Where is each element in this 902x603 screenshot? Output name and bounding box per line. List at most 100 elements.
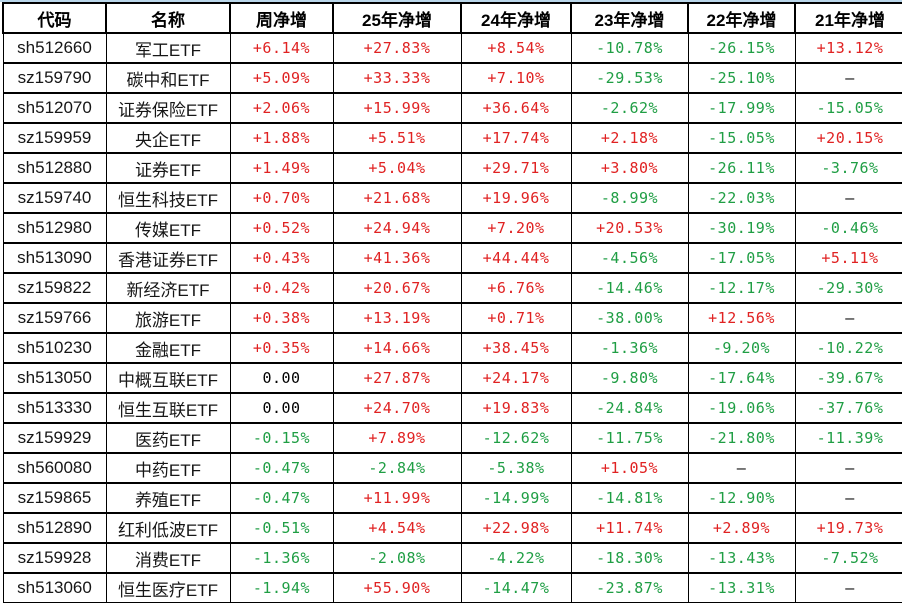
table-row: sh560080 中药ETF -0.47% -2.84% -5.38% +1.05% — — (2, 452, 902, 484)
code-cell: sz159928 (2, 542, 107, 574)
column-header: 25年净增 (332, 2, 462, 34)
table-row: sh512660 军工ETF +6.14% +27.83% +8.54% -10.78% -… (2, 32, 902, 64)
value-cell: +8.54% (460, 32, 572, 64)
value-cell: +2.06% (229, 92, 334, 124)
value-cell: -25.10% (687, 62, 796, 94)
value-cell: -14.81% (570, 482, 689, 514)
value-cell: -4.56% (570, 242, 689, 274)
value-cell: +41.36% (332, 242, 462, 274)
value-cell: -2.84% (332, 452, 462, 484)
value-cell: — (794, 482, 902, 514)
name-cell: 恒生科技ETF (105, 182, 231, 214)
value-cell: -9.80% (570, 362, 689, 394)
value-cell: +17.74% (460, 122, 572, 154)
code-cell: sh510230 (2, 332, 107, 364)
value-cell: -4.22% (460, 542, 572, 574)
value-cell: +24.17% (460, 362, 572, 394)
value-cell: +7.20% (460, 212, 572, 244)
value-cell: -2.08% (332, 542, 462, 574)
name-cell: 中概互联ETF (105, 362, 231, 394)
code-cell: sz159865 (2, 482, 107, 514)
value-cell: +11.74% (570, 512, 689, 544)
value-cell: +1.05% (570, 452, 689, 484)
value-cell: -19.06% (687, 392, 796, 424)
value-cell: +29.71% (460, 152, 572, 184)
value-cell: -12.90% (687, 482, 796, 514)
value-cell: +36.64% (460, 92, 572, 124)
value-cell: -24.84% (570, 392, 689, 424)
table-row: sz159865 养殖ETF -0.47% +11.99% -14.99% -14.81%… (2, 482, 902, 514)
value-cell: -29.53% (570, 62, 689, 94)
value-cell: +19.73% (794, 512, 902, 544)
table-row: sz159822 新经济ETF +0.42% +20.67% +6.76% -14.46%… (2, 272, 902, 304)
value-cell: -3.76% (794, 152, 902, 184)
table-row: sh512880 证券ETF +1.49% +5.04% +29.71% +3.80% -2… (2, 152, 902, 184)
value-cell: +22.98% (460, 512, 572, 544)
value-cell: +4.54% (332, 512, 462, 544)
value-cell: +27.83% (332, 32, 462, 64)
value-cell: +0.38% (229, 302, 334, 334)
code-cell: sz159929 (2, 422, 107, 454)
value-cell: +2.18% (570, 122, 689, 154)
value-cell: -0.47% (229, 452, 334, 484)
name-cell: 旅游ETF (105, 302, 231, 334)
value-cell: +24.94% (332, 212, 462, 244)
value-cell: +19.96% (460, 182, 572, 214)
value-cell: -17.64% (687, 362, 796, 394)
name-cell: 央企ETF (105, 122, 231, 154)
value-cell: -1.36% (229, 542, 334, 574)
value-cell: -17.05% (687, 242, 796, 274)
name-cell: 恒生互联ETF (105, 392, 231, 424)
value-cell: +20.53% (570, 212, 689, 244)
code-cell: sh512880 (2, 152, 107, 184)
value-cell: -12.62% (460, 422, 572, 454)
value-cell: +27.87% (332, 362, 462, 394)
value-cell: -26.15% (687, 32, 796, 64)
value-cell: -9.20% (687, 332, 796, 364)
value-cell: -37.76% (794, 392, 902, 424)
table-row: sh513060 恒生医疗ETF -1.94% +55.90% -14.47% -23.8… (2, 572, 902, 603)
column-header: 周净增 (229, 2, 334, 34)
table-body: sh512660 军工ETF +6.14% +27.83% +8.54% -10.78% -… (2, 32, 902, 603)
value-cell: -23.87% (570, 572, 689, 603)
name-cell: 养殖ETF (105, 482, 231, 514)
value-cell: +2.89% (687, 512, 796, 544)
name-cell: 香港证券ETF (105, 242, 231, 274)
value-cell: -5.38% (460, 452, 572, 484)
code-cell: sh560080 (2, 452, 107, 484)
value-cell: +0.70% (229, 182, 334, 214)
value-cell: +5.09% (229, 62, 334, 94)
column-header: 22年净增 (687, 2, 796, 34)
code-cell: sz159822 (2, 272, 107, 304)
value-cell: -13.31% (687, 572, 796, 603)
name-cell: 医药ETF (105, 422, 231, 454)
value-cell: +38.45% (460, 332, 572, 364)
table-row: sz159959 央企ETF +1.88% +5.51% +17.74% +2.18% -1… (2, 122, 902, 154)
value-cell: +0.71% (460, 302, 572, 334)
value-cell: +0.42% (229, 272, 334, 304)
value-cell: -1.36% (570, 332, 689, 364)
value-cell: — (794, 452, 902, 484)
value-cell: +20.15% (794, 122, 902, 154)
value-cell: — (794, 62, 902, 94)
code-cell: sz159740 (2, 182, 107, 214)
column-header: 24年净增 (460, 2, 572, 34)
value-cell: +5.11% (794, 242, 902, 274)
name-cell: 红利低波ETF (105, 512, 231, 544)
name-cell: 证券保险ETF (105, 92, 231, 124)
value-cell: -2.62% (570, 92, 689, 124)
value-cell: -14.99% (460, 482, 572, 514)
value-cell: -30.19% (687, 212, 796, 244)
code-cell: sh512070 (2, 92, 107, 124)
code-cell: sh512890 (2, 512, 107, 544)
value-cell: -13.43% (687, 542, 796, 574)
value-cell: +7.89% (332, 422, 462, 454)
table-row: sz159766 旅游ETF +0.38% +13.19% +0.71% -38.00% +… (2, 302, 902, 334)
column-header: 21年净增 (794, 2, 902, 34)
value-cell: -26.11% (687, 152, 796, 184)
value-cell: +19.83% (460, 392, 572, 424)
value-cell: -39.67% (794, 362, 902, 394)
table-row: sh510230 金融ETF +0.35% +14.66% +38.45% -1.36% -… (2, 332, 902, 364)
column-header: 代码 (2, 2, 107, 34)
